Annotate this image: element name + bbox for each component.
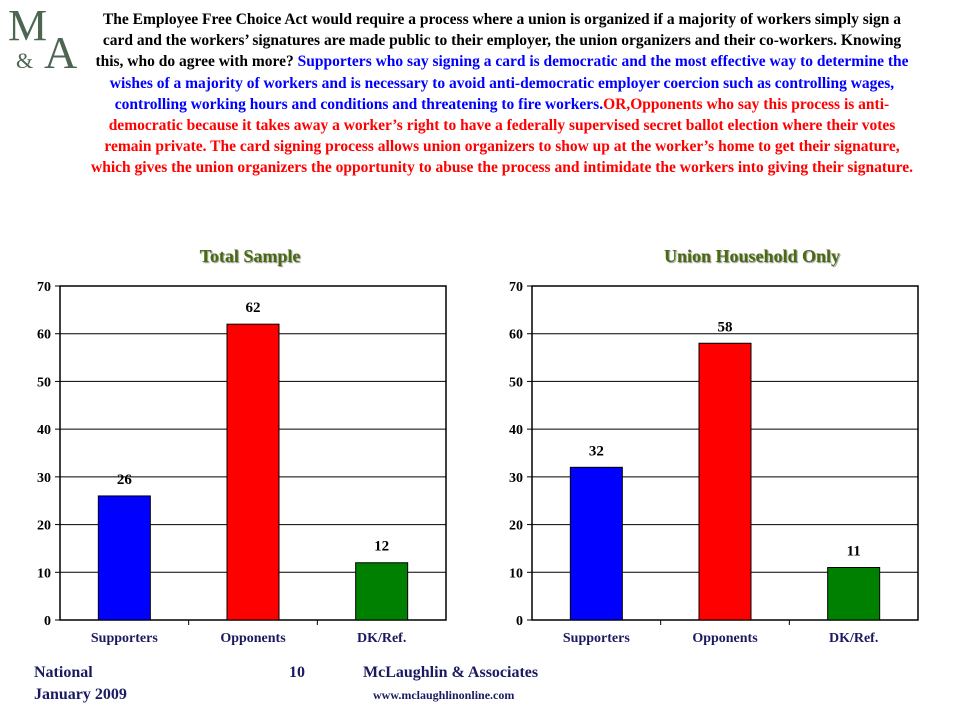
chart-title-union-household: Union Household Only — [663, 246, 841, 266]
y-tick-label: 0 — [516, 614, 523, 629]
data-label: 58 — [718, 319, 733, 335]
x-category-label: DK/Ref. — [829, 631, 878, 646]
data-label: 11 — [847, 544, 861, 560]
bar-dk-ref — [827, 567, 881, 621]
y-tick-label: 10 — [37, 566, 51, 581]
y-tick-label: 10 — [509, 566, 523, 581]
y-tick-label: 50 — [509, 375, 523, 390]
y-tick-label: 20 — [37, 519, 51, 534]
y-tick-label: 40 — [509, 423, 523, 438]
x-category-label: DK/Ref. — [357, 631, 406, 646]
data-label: 12 — [374, 539, 389, 555]
y-tick-label: 60 — [509, 328, 523, 343]
y-tick-label: 70 — [37, 280, 51, 295]
x-category-label: Opponents — [220, 631, 286, 646]
y-tick-label: 30 — [509, 471, 523, 486]
footer-date: January 2009 — [34, 686, 127, 703]
logo-ampersand: & — [16, 48, 33, 73]
logo-letter-m: M — [8, 2, 47, 50]
data-label: 26 — [117, 472, 133, 488]
question-opponents-option: Opponents who say this process is anti-d… — [91, 95, 913, 177]
bar-chart-union-household: 0 10 20 30 40 50 60 70 32 Supporters 58 Opponents 11… — [509, 280, 919, 646]
page-number: 10 — [289, 664, 305, 681]
logo-letter-a: A — [44, 27, 77, 74]
y-tick-label: 40 — [37, 423, 51, 438]
bar-opponents — [226, 323, 280, 621]
company-logo: M & A — [8, 2, 77, 74]
bar-supporters — [97, 495, 151, 621]
footer-company: McLaughlin & Associates — [363, 664, 539, 681]
bar-dk-ref — [355, 562, 409, 621]
question-text: The Employee Free Choice Act would requi… — [88, 9, 916, 179]
bar-supporters — [569, 466, 623, 621]
y-tick-label: 0 — [44, 614, 51, 629]
y-tick-label: 50 — [37, 375, 51, 390]
bar-chart-total-sample: 0 10 20 30 40 50 60 70 26 Supporters 62 Opponents 12… — [37, 280, 447, 646]
bar-opponents — [698, 342, 752, 621]
question-or: OR, — [603, 95, 631, 113]
y-tick-label: 70 — [509, 280, 523, 295]
footer-region: National — [34, 664, 93, 681]
y-tick-label: 20 — [509, 519, 523, 534]
footer-website: www.mclaughlinonline.com — [373, 688, 515, 702]
x-category-label: Opponents — [692, 631, 758, 646]
chart-title-total-sample: Total Sample — [199, 246, 301, 266]
x-category-label: Supporters — [563, 631, 630, 646]
y-tick-label: 30 — [37, 471, 51, 486]
data-label: 62 — [246, 300, 261, 316]
question-supporters-option: Supporters who say signing a card is dem… — [109, 53, 909, 113]
question-intro: The Employee Free Choice Act would requi… — [95, 11, 902, 71]
x-category-label: Supporters — [91, 631, 158, 646]
data-label: 32 — [589, 443, 604, 459]
y-tick-label: 60 — [37, 328, 51, 343]
